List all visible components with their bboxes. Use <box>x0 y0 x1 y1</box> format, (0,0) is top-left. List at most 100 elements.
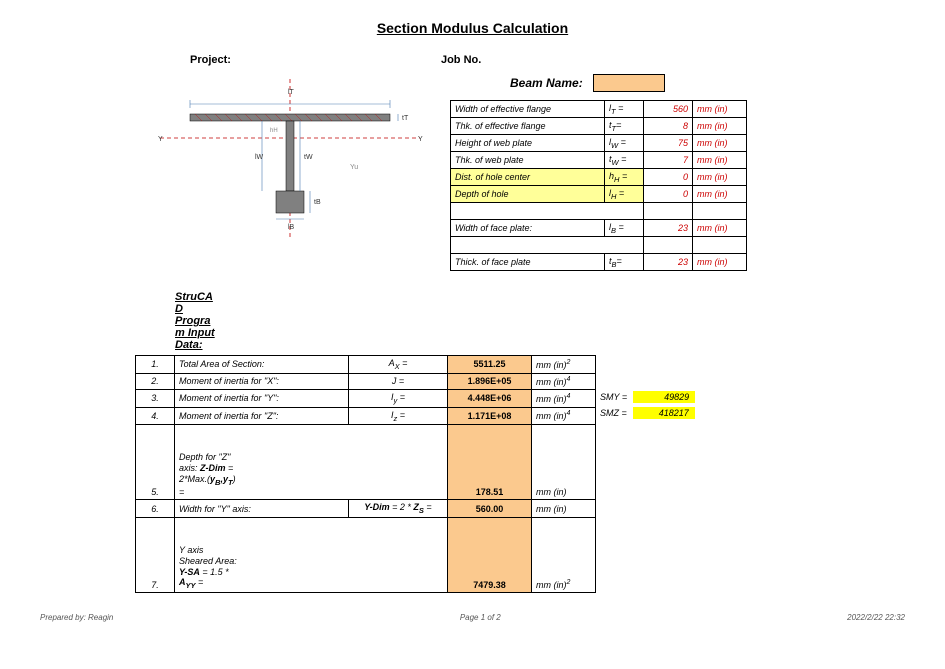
row-value: 560.00 <box>448 500 532 518</box>
param-symbol: hH = <box>605 169 644 186</box>
smz-label: SMZ = <box>600 408 627 418</box>
param-value[interactable]: 8 <box>644 118 693 135</box>
row-value: 7479.38 <box>448 518 532 593</box>
param-label: Dist. of hole center <box>451 169 605 186</box>
row-value: 1.896E+05 <box>448 373 532 389</box>
row-num: 1. <box>136 356 175 374</box>
result-row: 5.Depth for "Z" axis: Z-Dim = 2*Max.(yB,… <box>136 425 596 500</box>
strucad-label: StruCADProgram InputData: <box>175 291 235 351</box>
param-symbol: tB= <box>605 254 644 271</box>
row-symbol: Iz = <box>349 407 448 425</box>
row-value: 4.448E+06 <box>448 389 532 407</box>
param-value[interactable]: 0 <box>644 186 693 203</box>
result-row: 7.Y axis Sheared Area: Y-SA = 1.5 * AYY … <box>136 518 596 593</box>
svg-text:Y: Y <box>158 136 163 143</box>
param-unit: mm (in) <box>693 101 747 118</box>
row-desc: Y axis Sheared Area: Y-SA = 1.5 * AYY = <box>175 518 448 593</box>
param-row: Height of web platelW =75mm (in) <box>451 135 747 152</box>
param-value[interactable]: 23 <box>644 220 693 237</box>
row-value: 5511.25 <box>448 356 532 374</box>
smz-row: SMZ = 418217 <box>600 407 695 419</box>
param-label: Width of face plate: <box>451 220 605 237</box>
svg-text:Y: Y <box>418 136 423 143</box>
param-label: Width of effective flange <box>451 101 605 118</box>
row-unit: mm (in) <box>532 500 596 518</box>
smy-value: 49829 <box>633 391 695 403</box>
param-unit: mm (in) <box>693 152 747 169</box>
param-row: Width of face plate:lB =23mm (in) <box>451 220 747 237</box>
param-symbol: tT= <box>605 118 644 135</box>
row-desc: Moment of inertia for "Y": <box>175 389 349 407</box>
row-symbol: J = <box>349 373 448 389</box>
param-unit: mm (in) <box>693 186 747 203</box>
row-num: 2. <box>136 373 175 389</box>
result-row: 3.Moment of inertia for "Y":Iy =4.448E+0… <box>136 389 596 407</box>
param-label: Height of web plate <box>451 135 605 152</box>
footer-date: 2022/2/22 22:32 <box>847 613 905 622</box>
param-row: Depth of holelH =0mm (in) <box>451 186 747 203</box>
row-num: 5. <box>136 425 175 500</box>
row-num: 3. <box>136 389 175 407</box>
param-row: Thk. of effective flangetT=8mm (in) <box>451 118 747 135</box>
param-symbol: lB = <box>605 220 644 237</box>
result-row: 1.Total Area of Section:AX =5511.25mm (i… <box>136 356 596 374</box>
header-row: Project: Job No. <box>40 54 905 66</box>
section-diagram: lT tT lW tW lB tB Y Y Yu hH <box>150 74 430 244</box>
jobno-label: Job No. <box>441 54 481 66</box>
svg-text:lT: lT <box>288 89 295 96</box>
row-unit: mm (in)2 <box>532 356 596 374</box>
row-num: 6. <box>136 500 175 518</box>
smy-label: SMY = <box>600 392 627 402</box>
row-unit: mm (in)4 <box>532 389 596 407</box>
beam-name-input[interactable] <box>593 74 665 92</box>
svg-text:lB: lB <box>288 224 295 231</box>
row-num: 4. <box>136 407 175 425</box>
row-value: 178.51 <box>448 425 532 500</box>
project-label: Project: <box>190 54 231 66</box>
results-table: 1.Total Area of Section:AX =5511.25mm (i… <box>135 355 596 593</box>
row-desc: Total Area of Section: <box>175 356 349 374</box>
param-unit: mm (in) <box>693 220 747 237</box>
prepared-by: Prepared by: Reagin <box>40 613 113 622</box>
param-unit: mm (in) <box>693 254 747 271</box>
param-symbol: tW = <box>605 152 644 169</box>
row-desc: Moment of inertia for "Z": <box>175 407 349 425</box>
param-unit: mm (in) <box>693 118 747 135</box>
row-unit: mm (in)4 <box>532 407 596 425</box>
row-unit: mm (in)4 <box>532 373 596 389</box>
param-symbol: lH = <box>605 186 644 203</box>
page-footer: Prepared by: Reagin Page 1 of 2 2022/2/2… <box>40 613 905 622</box>
parameter-table: Width of effective flangelT =560mm (in)T… <box>450 100 747 271</box>
result-row: 2.Moment of inertia for "X":J =1.896E+05… <box>136 373 596 389</box>
param-row: Thick. of face platetB=23mm (in) <box>451 254 747 271</box>
result-row: 6.Width for "Y" axis:Y-Dim = 2 * ZS =560… <box>136 500 596 518</box>
smz-value: 418217 <box>633 407 695 419</box>
param-value[interactable]: 75 <box>644 135 693 152</box>
param-label: Thk. of effective flange <box>451 118 605 135</box>
param-unit: mm (in) <box>693 135 747 152</box>
svg-text:tW: tW <box>304 154 313 161</box>
param-symbol: lW = <box>605 135 644 152</box>
page-title: Section Modulus Calculation <box>40 20 905 36</box>
svg-text:hH: hH <box>270 128 278 134</box>
param-row: Dist. of hole centerhH =0mm (in) <box>451 169 747 186</box>
row-num: 7. <box>136 518 175 593</box>
svg-text:Yu: Yu <box>350 164 358 171</box>
row-desc: Depth for "Z" axis: Z-Dim = 2*Max.(yB,yT… <box>175 425 448 500</box>
row-value: 1.171E+08 <box>448 407 532 425</box>
param-value[interactable]: 7 <box>644 152 693 169</box>
param-label: Thick. of face plate <box>451 254 605 271</box>
svg-text:lW: lW <box>255 154 264 161</box>
param-value[interactable]: 560 <box>644 101 693 118</box>
param-label: Thk. of web plate <box>451 152 605 169</box>
row-unit: mm (in) <box>532 425 596 500</box>
param-value[interactable]: 23 <box>644 254 693 271</box>
svg-text:tT: tT <box>402 115 409 122</box>
result-row: 4.Moment of inertia for "Z":Iz =1.171E+0… <box>136 407 596 425</box>
param-unit: mm (in) <box>693 169 747 186</box>
param-symbol: lT = <box>605 101 644 118</box>
svg-text:tB: tB <box>314 199 321 206</box>
param-label: Depth of hole <box>451 186 605 203</box>
param-value[interactable]: 0 <box>644 169 693 186</box>
param-row: Width of effective flangelT =560mm (in) <box>451 101 747 118</box>
